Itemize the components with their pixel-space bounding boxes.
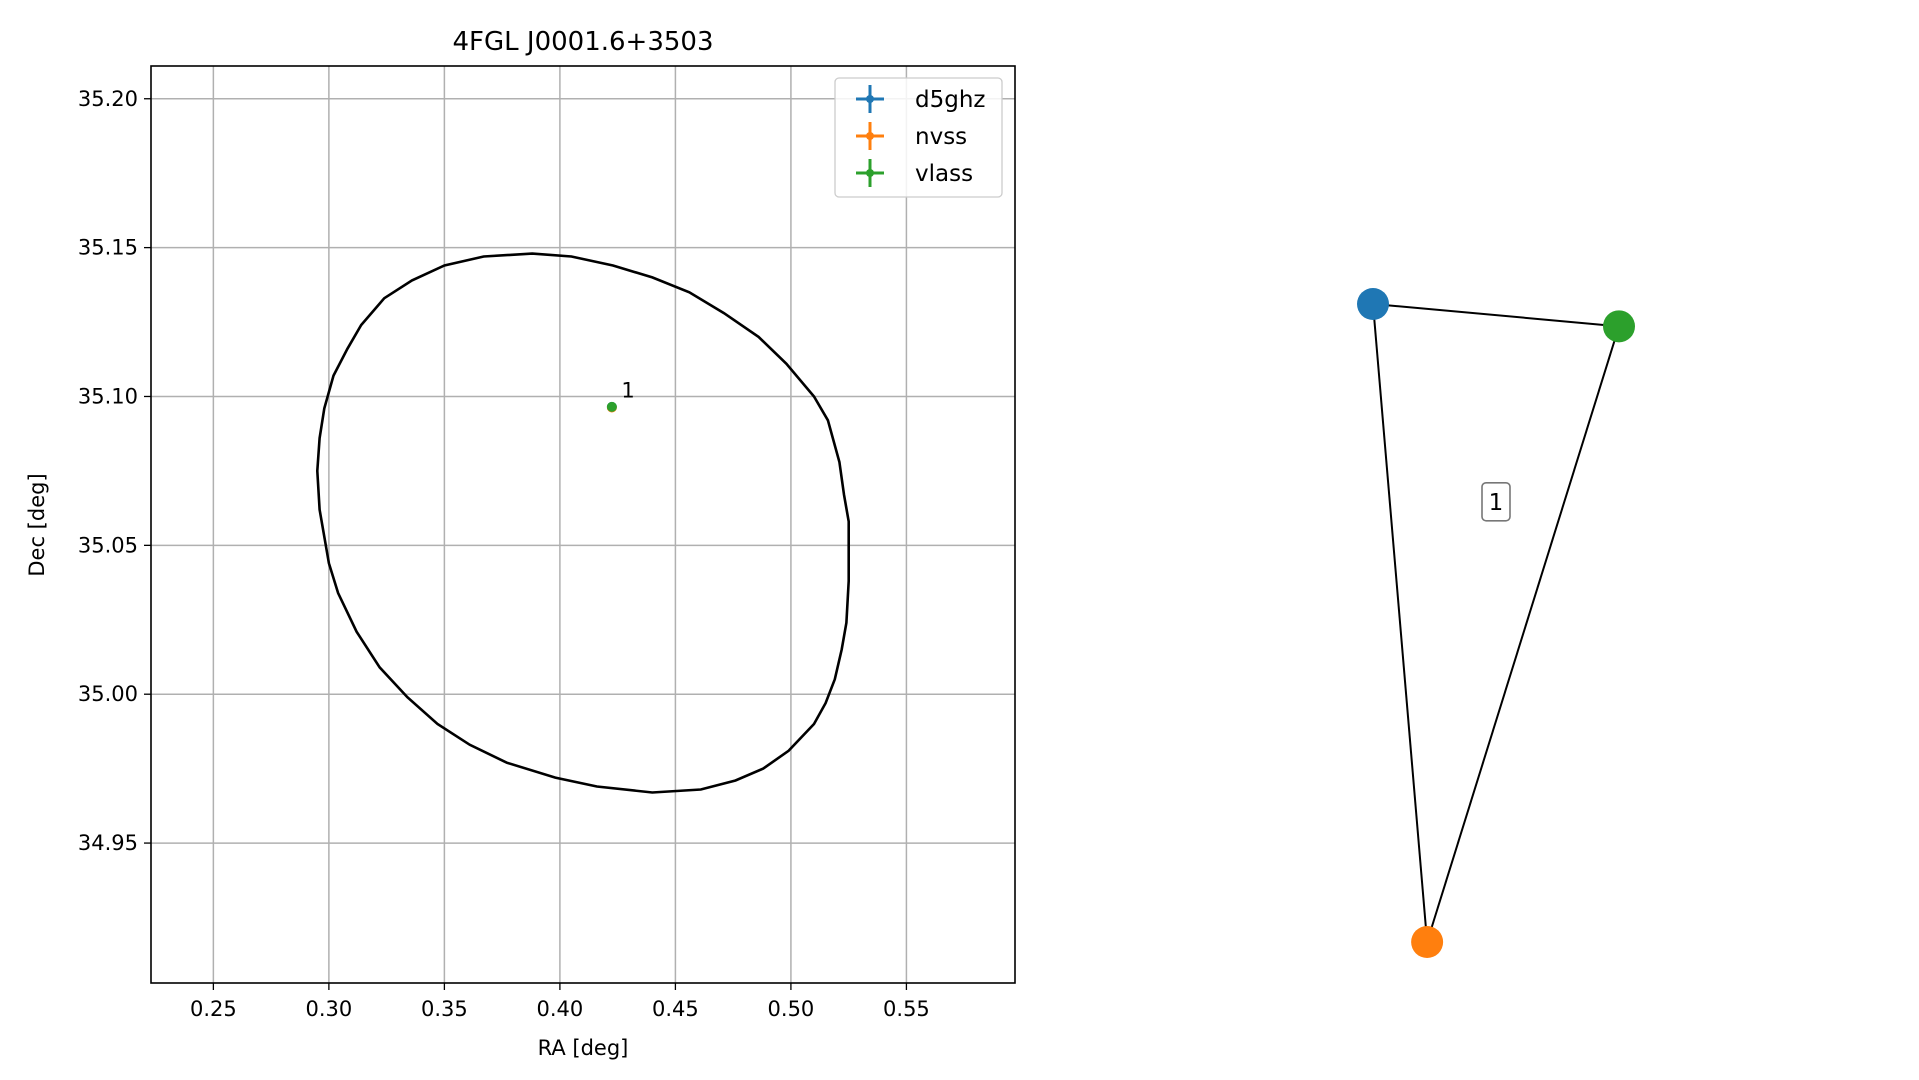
legend-box <box>834 77 1003 198</box>
x-tick-label: 0.25 <box>190 997 237 1021</box>
data-points <box>606 401 617 413</box>
edge-vlass-nvss <box>1426 326 1620 943</box>
data-point-vlass <box>606 401 617 412</box>
graph-label: 1 <box>1489 490 1504 516</box>
legend-label-vlass: vlass <box>915 161 973 187</box>
x-axis-label: RA [deg] <box>538 1036 629 1060</box>
graph-nodes <box>1357 288 1635 958</box>
scatter-chart: 1 0.25 0.30 0.35 0.40 0.45 0.50 0.55 34.95 35.0… <box>25 27 1016 1060</box>
y-axis-ticks: 34.95 35.00 35.05 35.10 35.15 35.20 <box>78 87 151 855</box>
plot-frame <box>150 65 1016 984</box>
node-nvss <box>1411 926 1444 958</box>
network-graph: 1 <box>1357 288 1635 958</box>
chart-title: 4FGL J0001.6+3503 <box>453 27 714 57</box>
legend-item-nvss: nvss <box>856 122 967 150</box>
legend-label-d5ghz: d5ghz <box>915 87 985 113</box>
y-tick-label: 34.95 <box>78 831 138 855</box>
node-vlass <box>1603 310 1635 343</box>
y-tick-label: 35.00 <box>78 682 138 706</box>
grid <box>151 66 1015 983</box>
y-tick-label: 35.10 <box>78 384 138 408</box>
x-tick-label: 0.40 <box>537 997 584 1021</box>
y-axis-label: Dec [deg] <box>25 473 49 576</box>
legend-label-nvss: nvss <box>915 124 967 150</box>
graph-edges <box>1372 303 1620 943</box>
edge-d5ghz-nvss <box>1372 303 1429 943</box>
x-tick-label: 0.30 <box>305 997 352 1021</box>
x-axis-ticks: 0.25 0.30 0.35 0.40 0.45 0.50 0.55 <box>190 983 930 1021</box>
x-tick-label: 0.55 <box>883 997 930 1021</box>
legend-item-d5ghz: d5ghz <box>856 85 985 113</box>
graph-label-frame <box>1481 481 1511 522</box>
edge-d5ghz-vlass <box>1372 303 1620 328</box>
x-tick-label: 0.50 <box>768 997 815 1021</box>
y-tick-label: 35.15 <box>78 236 138 260</box>
legend-item-vlass: vlass <box>856 159 973 187</box>
y-tick-label: 35.20 <box>78 87 138 111</box>
source-annotation: 1 <box>621 378 634 402</box>
legend: d5ghz nvss vlass <box>834 77 1003 198</box>
error-ellipse <box>315 252 850 794</box>
x-tick-label: 0.45 <box>652 997 699 1021</box>
node-d5ghz <box>1357 288 1389 320</box>
y-tick-label: 35.05 <box>78 533 138 557</box>
x-tick-label: 0.35 <box>421 997 468 1021</box>
graph-label-box: 1 <box>1481 481 1511 522</box>
